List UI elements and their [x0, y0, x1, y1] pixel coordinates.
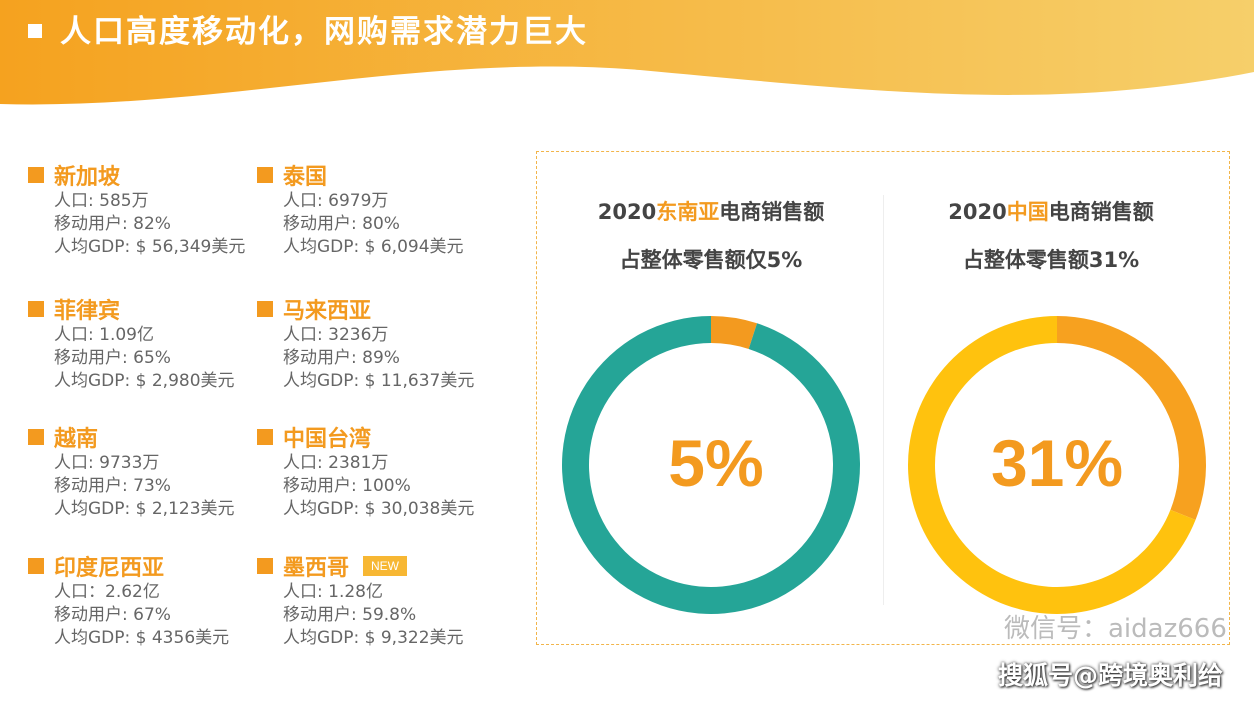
country-malaysia: 马来西亚 人口: 3236万 移动用户: 89% 人均GDP: $ 11,637…: [257, 294, 492, 393]
bullet-square: [257, 301, 273, 317]
gdp-per-capita: 人均GDP: $ 11,637美元: [283, 371, 475, 391]
title-suffix: 电商销售额: [719, 200, 825, 224]
mobile-users: 移动用户: 80%: [283, 214, 400, 234]
country-name: 中国台湾: [283, 427, 372, 452]
gdp-per-capita: 人均GDP: $ 4356美元: [54, 628, 230, 648]
population: 人口: 1.09亿: [54, 325, 154, 345]
population: 人口: 6979万: [283, 191, 389, 211]
country-taiwan: 中国台湾 人口: 2381万 移动用户: 100% 人均GDP: $ 30,03…: [257, 422, 492, 521]
page-title: 人口高度移动化，网购需求潜力巨大: [60, 14, 588, 50]
title-year: 2020: [597, 200, 657, 224]
population: 人口: 9733万: [54, 453, 160, 473]
country-mexico: 墨西哥 NEW 人口: 1.28亿 移动用户: 59.8% 人均GDP: $ 9,…: [257, 551, 492, 650]
mobile-users: 移动用户: 100%: [283, 476, 411, 496]
mobile-users: 移动用户: 89%: [283, 348, 400, 368]
mobile-users: 移动用户: 59.8%: [283, 605, 417, 625]
chart-title-line2: 占整体零售额31%: [962, 248, 1140, 272]
gdp-per-capita: 人均GDP: $ 9,322美元: [283, 628, 464, 648]
country-name: 越南: [54, 427, 99, 452]
chart-divider: [883, 195, 884, 605]
bullet-square: [28, 429, 44, 445]
country-philippines: 菲律宾 人口: 1.09亿 移动用户: 65% 人均GDP: $ 2,980美元: [28, 294, 263, 393]
country-name: 墨西哥: [283, 556, 350, 581]
title-year: 2020: [948, 200, 1007, 224]
bullet-square: [257, 429, 273, 445]
country-name: 新加坡: [54, 165, 121, 190]
chart-title-china: 2020中国电商销售额 占整体零售额31%: [901, 188, 1201, 284]
gdp-per-capita: 人均GDP: $ 2,980美元: [54, 371, 235, 391]
country-indonesia: 印度尼西亚 人口：2.62亿 移动用户: 67% 人均GDP: $ 4356美元: [28, 551, 263, 650]
country-vietnam: 越南 人口: 9733万 移动用户: 73% 人均GDP: $ 2,123美元: [28, 422, 263, 521]
gdp-per-capita: 人均GDP: $ 2,123美元: [54, 499, 235, 519]
donut-slice-0: [1057, 316, 1207, 520]
chart-title-line2: 占整体零售额仅5%: [619, 248, 803, 272]
population: 人口：2.62亿: [54, 582, 160, 602]
gdp-per-capita: 人均GDP: $ 56,349美元: [54, 237, 246, 257]
chart-title-sea: 2020东南亚电商销售额 占整体零售额仅5%: [561, 188, 861, 284]
country-singapore: 新加坡 人口: 585万 移动用户: 82% 人均GDP: $ 56,349美元: [28, 160, 263, 259]
bullet-square: [257, 167, 273, 183]
bullet-square: [28, 167, 44, 183]
title-highlight: 中国: [1006, 200, 1049, 224]
donut-center-label-china: 31%: [991, 426, 1123, 500]
sohu-watermark: 搜狐号@跨境奥利给: [998, 661, 1224, 690]
mobile-users: 移动用户: 65%: [54, 348, 171, 368]
chart-title-line1: 2020中国电商销售额: [901, 188, 1201, 236]
gdp-per-capita: 人均GDP: $ 6,094美元: [283, 237, 464, 257]
header-banner: [0, 0, 1254, 105]
title-highlight: 东南亚: [656, 200, 720, 224]
mobile-users: 移动用户: 73%: [54, 476, 171, 496]
donut-chart-sea: [562, 315, 860, 614]
gdp-per-capita: 人均GDP: $ 30,038美元: [283, 499, 475, 519]
bullet-square: [28, 558, 44, 574]
country-name: 马来西亚: [283, 299, 372, 324]
bullet-square: [28, 301, 44, 317]
population: 人口: 3236万: [283, 325, 389, 345]
population: 人口: 585万: [54, 191, 149, 211]
chart-panel: [536, 151, 1230, 645]
mobile-users: 移动用户: 67%: [54, 605, 171, 625]
donut-center-label-sea: 5%: [668, 426, 763, 500]
country-name: 泰国: [283, 165, 328, 190]
chart-title-line1: 2020东南亚电商销售额: [561, 188, 861, 236]
bullet-square: [257, 558, 273, 574]
donut-slice-0: [711, 316, 758, 349]
country-name: 菲律宾: [54, 299, 121, 324]
donut-chart-china: [908, 316, 1207, 614]
country-name: 印度尼西亚: [54, 556, 165, 581]
population: 人口: 2381万: [283, 453, 389, 473]
wechat-watermark: 微信号：aidaz666: [1004, 614, 1227, 644]
mobile-users: 移动用户: 82%: [54, 214, 171, 234]
title-bullet: [28, 24, 42, 38]
new-badge: NEW: [363, 556, 408, 576]
population: 人口: 1.28亿: [283, 582, 383, 602]
title-suffix: 电商销售额: [1048, 200, 1154, 224]
country-thailand: 泰国 人口: 6979万 移动用户: 80% 人均GDP: $ 6,094美元: [257, 160, 492, 259]
